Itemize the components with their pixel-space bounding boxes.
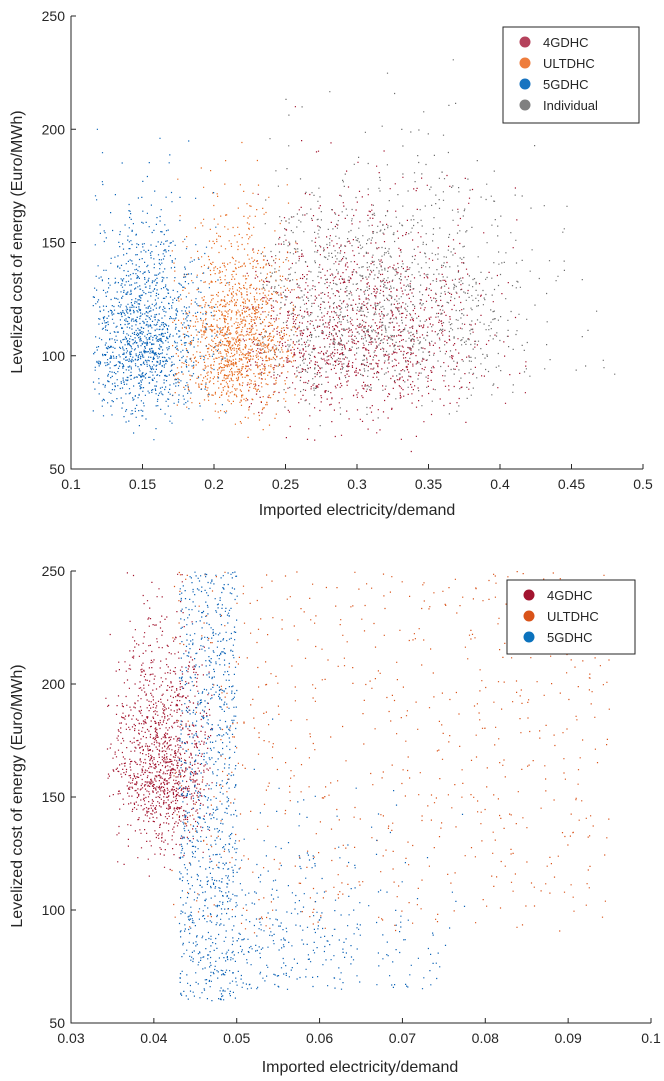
y-tick-label: 50 [49,1015,65,1031]
x-tick-label: 0.08 [472,1030,499,1046]
x-tick-label: 0.4 [490,476,510,492]
legend-label-4gdhc: 4GDHC [547,588,593,603]
legend-marker-4gdhc [523,589,535,601]
x-tick-label: 0.04 [140,1030,167,1046]
x-tick-label: 0.05 [223,1030,250,1046]
x-tick-label: 0.35 [415,476,442,492]
x-tick-label: 0.09 [555,1030,582,1046]
top-plot-x-ticks: 0.1 0.15 0.2 0.25 0.3 0.35 0.4 0.45 0.5 [61,464,653,492]
y-tick-label: 250 [42,8,66,24]
x-tick-label: 0.5 [633,476,653,492]
series-points-4gdhc [105,572,213,877]
top-plot-y-ticks: 50 100 150 200 250 [42,8,76,477]
bottom-plot-legend: 4GDHC ULTDHC 5GDHC [506,579,636,655]
top-plot-x-axis-label: Imported electricity/demand [259,502,456,519]
top-plot-points [92,59,616,453]
legend-label-ultdhc: ULTDHC [547,609,599,624]
legend-label-individual: Individual [543,98,598,113]
y-tick-label: 100 [42,902,66,918]
x-tick-label: 0.06 [306,1030,333,1046]
bottom-plot-x-axis-label: Imported electricity/demand [262,1059,459,1076]
series-points-5gdhc [178,571,466,1002]
bottom-plot-y-ticks: 50 100 150 200 250 [42,563,76,1031]
y-tick-label: 250 [42,563,66,579]
x-tick-label: 0.03 [57,1030,84,1046]
legend-marker-5gdhc [519,78,531,90]
bottom-plot-y-axis-label: Levelized cost of energy (Euro/MWh) [9,664,26,927]
legend-marker-4gdhc [519,36,531,48]
legend-marker-5gdhc [523,631,535,643]
legend-label-ultdhc: ULTDHC [543,56,595,71]
x-tick-label: 0.25 [272,476,299,492]
series-points-ultdhc [171,141,300,438]
x-tick-label: 0.1 [61,476,81,492]
top-plot-y-axis-label: Levelized cost of energy (Euro/MWh) [9,110,26,373]
legend-marker-individual [519,99,531,111]
top-plot-legend: 4GDHC ULTDHC 5GDHC Individual [502,26,640,124]
x-tick-label: 0.3 [347,476,367,492]
legend-marker-ultdhc [523,610,535,622]
y-tick-label: 100 [42,348,66,364]
y-tick-label: 150 [42,235,66,251]
legend-label-5gdhc: 5GDHC [547,630,593,645]
x-tick-label: 0.15 [129,476,156,492]
x-tick-label: 0.1 [641,1030,661,1046]
y-tick-label: 200 [42,121,66,137]
y-tick-label: 50 [49,461,65,477]
bottom-plot-x-ticks: 0.03 0.04 0.05 0.06 0.07 0.08 0.09 0.1 [57,1018,661,1046]
x-tick-label: 0.2 [204,476,224,492]
legend-marker-ultdhc [519,57,531,69]
x-tick-label: 0.07 [389,1030,416,1046]
x-tick-label: 0.45 [558,476,585,492]
bottom-scatter-plot: 0.03 0.04 0.05 0.06 0.07 0.08 0.09 0.1 50 100 150… [9,563,661,1076]
y-tick-label: 150 [42,789,66,805]
y-tick-label: 200 [42,676,66,692]
legend-label-4gdhc: 4GDHC [543,35,589,50]
legend-label-5gdhc: 5GDHC [543,77,589,92]
top-scatter-plot: 0.1 0.15 0.2 0.25 0.3 0.35 0.4 0.45 0.5 50 100 150… [9,8,653,519]
